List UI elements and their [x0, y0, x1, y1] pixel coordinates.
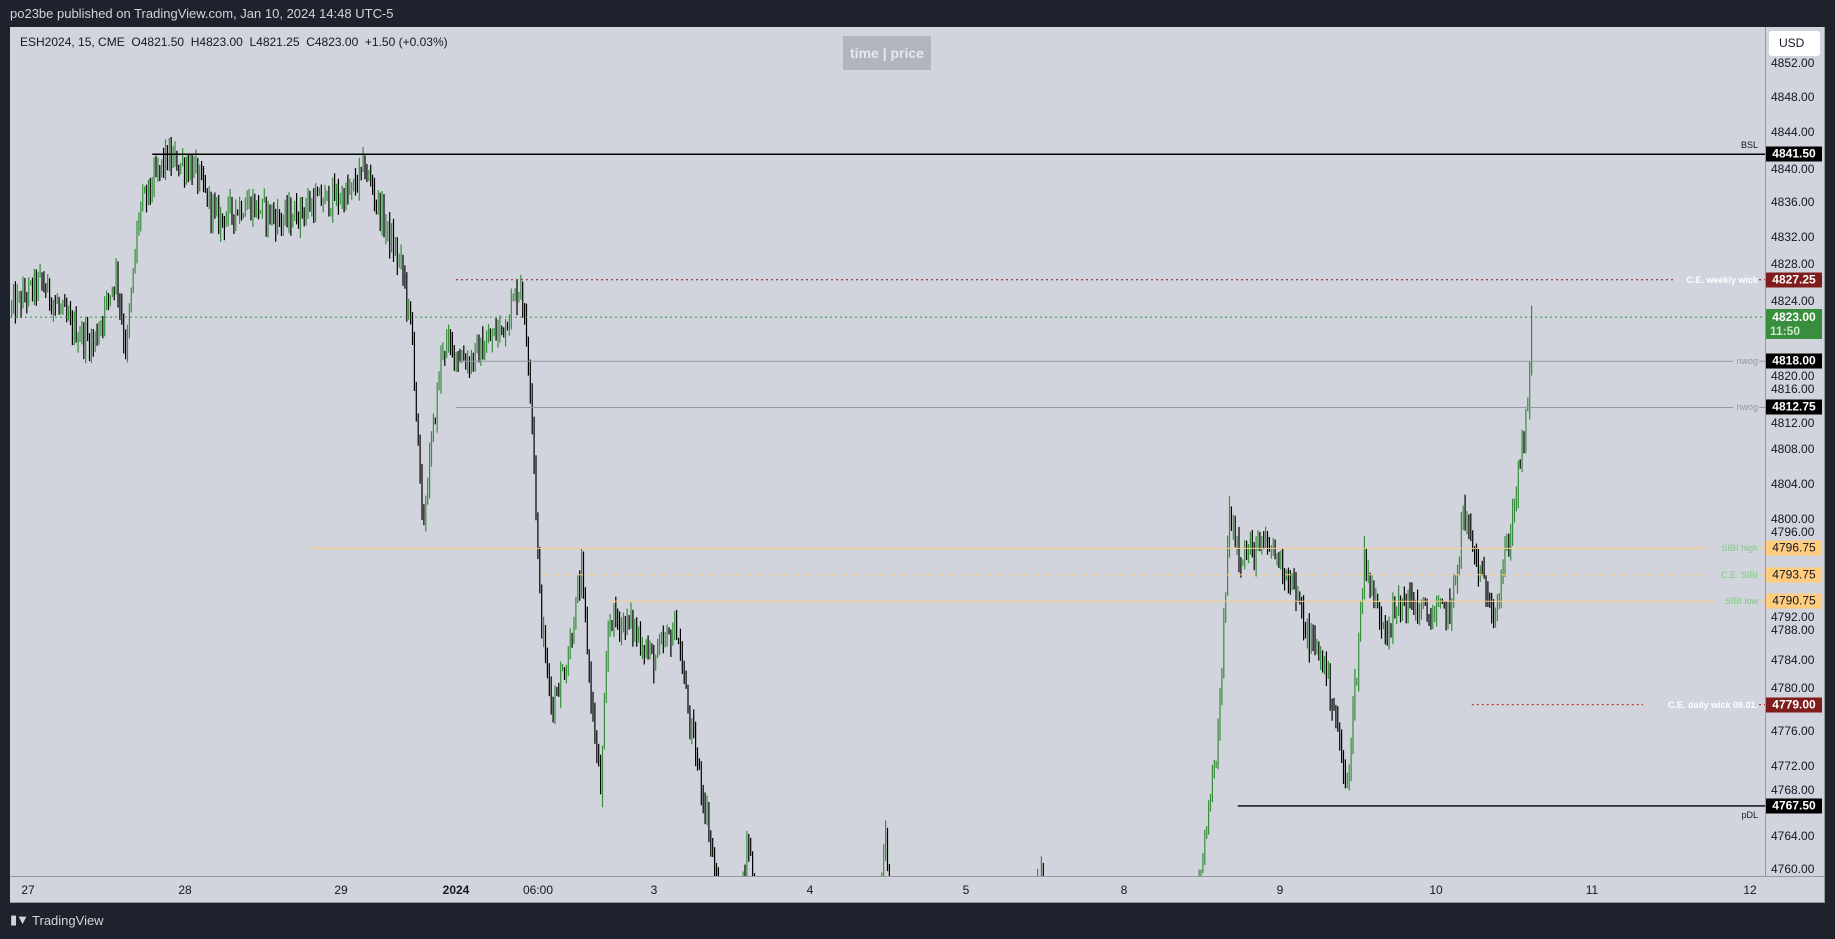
price-tick-label: 4788.00 [1771, 622, 1815, 637]
time-tick-label: 12 [1743, 883, 1757, 897]
price-tick-label: 4816.00 [1771, 382, 1815, 397]
last-price-badge: 4823.00 11:50 [1766, 309, 1822, 340]
price-tick-label: 4784.00 [1771, 653, 1815, 668]
time-tick-label: 9 [1276, 883, 1284, 897]
level-label-sibi-low: SIBI low [1724, 596, 1758, 607]
price-tick-label: 4776.00 [1771, 723, 1815, 738]
brand-name: TradingView [32, 912, 104, 928]
price-tick-label: 4820.00 [1771, 369, 1815, 384]
price-badge-nwog-2: 4812.75 [1766, 399, 1822, 415]
price-chart[interactable] [10, 27, 1765, 876]
price-tick-label: 4840.00 [1771, 161, 1815, 176]
time-tick-label: 28 [178, 883, 192, 897]
price-tick-label: 4792.00 [1771, 609, 1815, 624]
price-tick-label: 4832.00 [1771, 230, 1815, 245]
level-label-ce-weekly-wick: C.E. weekly wick [1686, 274, 1758, 285]
price-tick-label: 4828.00 [1771, 256, 1815, 271]
time-tick-label: 29 [334, 883, 348, 897]
level-label-ce-sibi: C.E. SIBI [1720, 569, 1758, 580]
price-tick-label: 4780.00 [1771, 681, 1815, 696]
symbol-legend: ESH2024, 15, CME O4821.50 H4823.00 L4821… [20, 35, 448, 49]
price-badge-ce-weekly-wick: 4827.25 [1766, 272, 1822, 288]
time-tick-label: 3 [650, 883, 658, 897]
publish-header: po23be published on TradingView.com, Jan… [10, 6, 394, 21]
level-label-ce-daily-wick: C.E. daily wick 09.01. [1667, 699, 1758, 710]
price-badge-ce-daily-wick: 4779.00 [1766, 697, 1822, 713]
price-tick-label: 4768.00 [1771, 783, 1815, 798]
level-label-pdl: pDL [1741, 809, 1758, 820]
time-tick-label: 27 [21, 883, 35, 897]
price-tick-label: 4812.00 [1771, 415, 1815, 430]
currency-button[interactable]: USD [1769, 31, 1820, 56]
time-price-button[interactable]: time | price [843, 36, 931, 70]
price-tick-label: 4836.00 [1771, 195, 1815, 210]
price-tick-label: 4800.00 [1771, 512, 1815, 527]
time-tick-label: 06:00 [522, 883, 554, 897]
price-tick-label: 4852.00 [1771, 56, 1815, 71]
time-tick-label: 4 [806, 883, 814, 897]
price-badge-bsl: 4841.50 [1766, 146, 1822, 162]
price-tick-label: 4808.00 [1771, 441, 1815, 456]
time-tick-label: 2024 [442, 883, 470, 897]
time-tick-label: 8 [1120, 883, 1128, 897]
price-tick-label: 4844.00 [1771, 124, 1815, 139]
time-tick-label: 10 [1429, 883, 1443, 897]
level-label-sibi-high: SIBI high [1721, 543, 1758, 554]
time-axis[interactable] [10, 876, 1824, 904]
price-tick-label: 4804.00 [1771, 477, 1815, 491]
last-price-value: 4823.00 [1772, 310, 1816, 325]
level-label-bsl: BSL [1740, 140, 1758, 151]
price-axis[interactable] [1765, 27, 1825, 876]
price-badge-sibi-high: 4796.75 [1766, 540, 1822, 556]
level-label-nwog-2: nwog [1736, 402, 1758, 413]
price-tick-label: 4824.00 [1771, 293, 1815, 308]
price-tick-label: 4760.00 [1771, 862, 1815, 876]
time-tick-label: 5 [962, 883, 970, 897]
bars-group [11, 137, 1533, 876]
price-badge-pdl: 4767.50 [1766, 798, 1822, 814]
level-label-nwog-1: nwog [1736, 356, 1758, 367]
bar-countdown: 11:50 [1770, 324, 1801, 339]
price-tick-label: 4848.00 [1771, 89, 1815, 104]
price-badge-ce-sibi: 4793.75 [1766, 567, 1822, 583]
footer-brand[interactable]: ▮▼ TradingView [10, 912, 104, 928]
price-tick-label: 4796.00 [1771, 525, 1815, 540]
tradingview-logo-icon: ▮▼ [10, 912, 29, 927]
time-tick-label: 11 [1585, 883, 1599, 897]
price-badge-nwog-1: 4818.00 [1766, 353, 1822, 369]
price-badge-sibi-low: 4790.75 [1766, 593, 1822, 609]
price-tick-label: 4764.00 [1771, 829, 1815, 844]
price-tick-label: 4772.00 [1771, 758, 1815, 773]
